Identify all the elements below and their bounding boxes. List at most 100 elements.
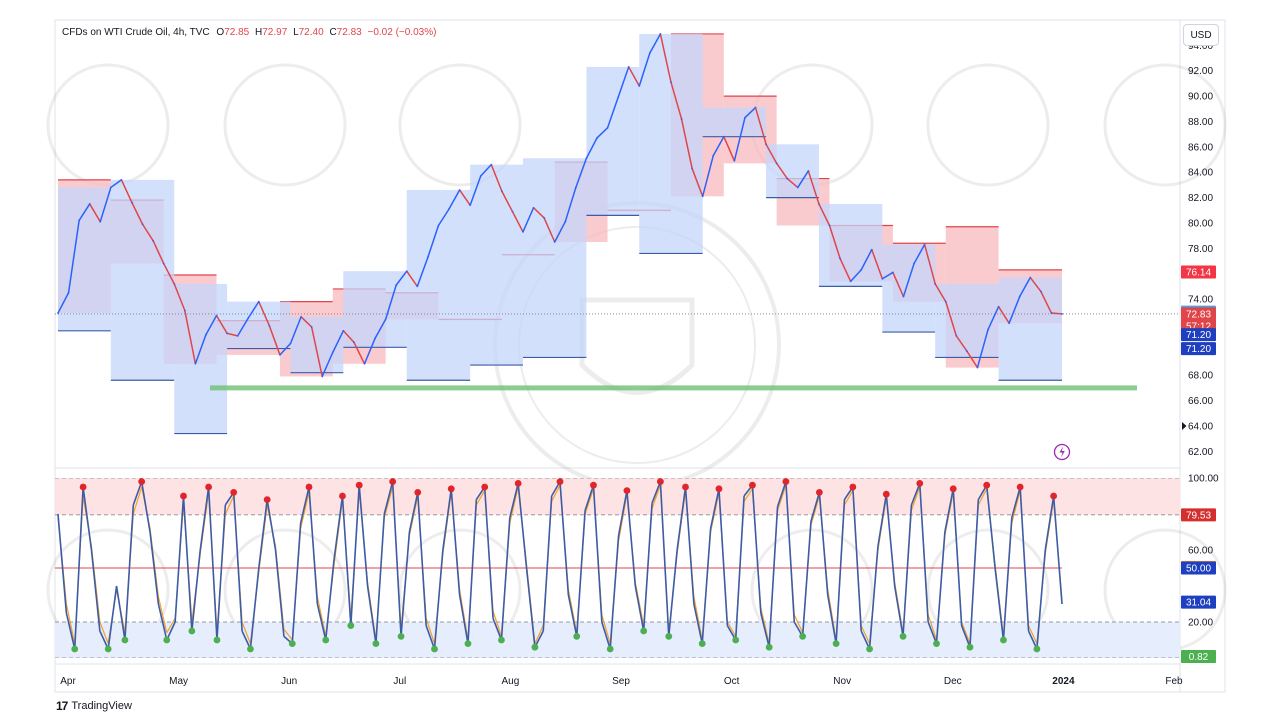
price-point	[881, 277, 884, 280]
osc-line-segment	[442, 488, 453, 551]
price-point	[965, 350, 968, 352]
osc-line-segment	[308, 486, 319, 605]
price-point	[120, 178, 123, 181]
price-segment	[733, 117, 746, 161]
price-segment	[860, 249, 873, 271]
price-segment	[501, 190, 514, 212]
price-segment	[807, 170, 820, 205]
osc-lower-tag: 31.04	[1186, 598, 1211, 609]
overbought-marker	[1016, 483, 1024, 491]
overbought-marker	[355, 481, 363, 489]
oversold-marker	[832, 640, 840, 647]
oversold-marker	[698, 640, 706, 647]
price-segment	[215, 315, 228, 334]
osc-signal-segment	[776, 485, 787, 511]
osc-line-segment	[1011, 486, 1021, 518]
price-segment	[268, 325, 281, 356]
currency-button[interactable]: USD	[1183, 24, 1219, 46]
tradingview-brand[interactable]: 17 TradingView	[56, 699, 132, 713]
price-point	[500, 190, 503, 193]
osc-line-segment	[634, 585, 645, 632]
price-segment	[712, 136, 725, 157]
price-point	[226, 332, 228, 335]
overbought-marker	[305, 483, 313, 491]
alert-lightning-icon[interactable]	[1053, 443, 1071, 461]
price-segment	[332, 330, 345, 353]
osc-line-segment	[391, 481, 402, 637]
price-point	[310, 326, 313, 328]
price-point	[765, 143, 767, 146]
osc-line-segment	[609, 535, 620, 650]
price-segment	[543, 217, 556, 243]
overbought-marker	[263, 496, 271, 503]
osc-signal-segment	[99, 621, 109, 644]
osc-line-segment	[751, 485, 762, 614]
osc-line-segment	[927, 621, 938, 644]
price-point	[934, 282, 937, 285]
osc-line-segment	[341, 495, 352, 626]
price-point	[733, 159, 736, 162]
time-tick-label: Oct	[724, 676, 740, 687]
osc-signal-segment	[492, 611, 503, 637]
price-segment	[131, 202, 144, 225]
osc-line-segment	[559, 481, 570, 596]
osc-line-segment	[492, 618, 503, 641]
price-segment	[934, 283, 947, 303]
osc-line-segment	[801, 521, 812, 637]
price-segment	[786, 177, 799, 189]
price-segment	[533, 207, 545, 219]
price-segment	[659, 33, 672, 83]
osc-signal-segment	[810, 495, 820, 525]
price-segment	[78, 203, 91, 221]
scroll-to-latest-arrow-icon[interactable]	[1182, 422, 1187, 430]
osc-line-segment	[132, 481, 143, 506]
osc-line-segment	[207, 486, 218, 641]
price-segment	[701, 155, 714, 197]
osc-line-segment	[1044, 495, 1055, 551]
price-point	[511, 210, 514, 213]
price-point	[627, 66, 630, 68]
last-price-tag: 72.83	[1186, 309, 1211, 320]
price-segment	[384, 284, 397, 320]
osc-signal-segment	[793, 614, 804, 634]
price-point	[405, 270, 408, 273]
oversold-marker	[464, 640, 472, 647]
price-tick-label: 88.00	[1188, 117, 1213, 128]
last-price-tag-bg	[1181, 307, 1216, 321]
osc-line-segment	[191, 549, 202, 632]
osc-line-segment	[358, 485, 369, 587]
price-tick-label: 94.00	[1188, 41, 1213, 52]
price-point	[67, 291, 70, 294]
overbought-marker	[556, 478, 564, 485]
osc-line-segment	[918, 483, 929, 623]
osc-line-segment	[324, 558, 335, 641]
price-segment	[881, 271, 894, 280]
oversold-marker	[71, 645, 79, 653]
price-segment	[670, 81, 683, 120]
price-point	[860, 269, 863, 271]
osc-signal-segment	[157, 596, 168, 633]
open-label: O	[216, 27, 225, 38]
osc-line-segment	[952, 488, 963, 626]
currency-label: USD	[1190, 29, 1212, 41]
price-point	[585, 157, 588, 160]
support-zone	[818, 203, 883, 287]
osc-line-segment	[509, 483, 519, 518]
osc-line-segment	[433, 549, 444, 650]
support-price-tag-2-bg	[1181, 342, 1216, 356]
osc-signal-segment	[383, 486, 394, 518]
osc-line-segment	[149, 531, 160, 605]
osc-line-segment	[693, 603, 704, 644]
osc-line-segment	[182, 495, 193, 632]
price-point	[448, 208, 450, 210]
price-point	[553, 241, 556, 243]
osc-line-segment	[734, 495, 745, 641]
price-point	[574, 186, 577, 189]
osc-line-segment	[249, 567, 260, 650]
price-point	[236, 334, 239, 337]
time-tick-label: Jul	[393, 676, 406, 687]
oversold-marker	[188, 627, 196, 635]
price-segment	[374, 319, 387, 339]
price-segment	[1008, 296, 1021, 324]
